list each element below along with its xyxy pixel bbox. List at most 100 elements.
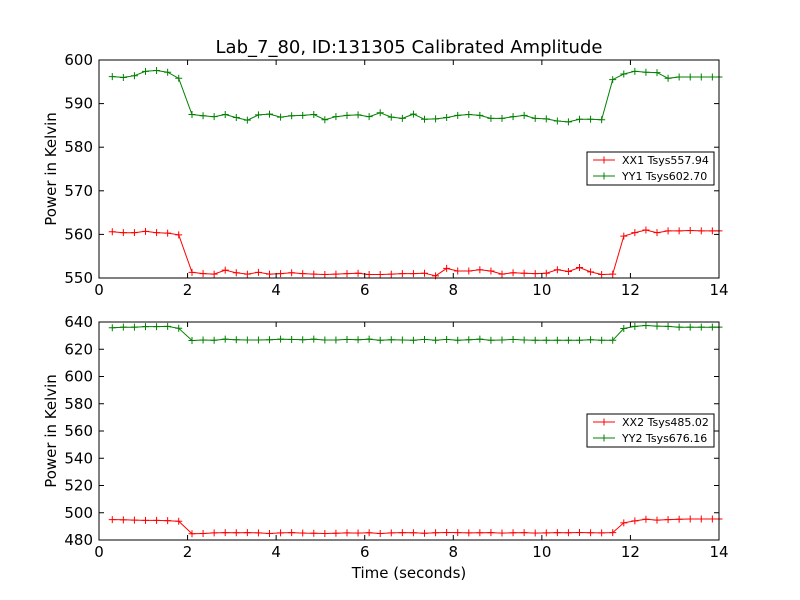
- data-point: [409, 336, 417, 344]
- data-point: [243, 529, 251, 537]
- data-point: [487, 114, 495, 122]
- x-tick-label: 0: [94, 281, 104, 299]
- x-tick-label: 8: [449, 281, 459, 299]
- legend-marker: [600, 172, 608, 180]
- data-point: [343, 270, 351, 278]
- data-point: [576, 336, 583, 344]
- data-point: [188, 268, 196, 276]
- data-point: [387, 529, 395, 537]
- data-point: [642, 226, 650, 234]
- y-tick-label: 580: [64, 395, 93, 413]
- data-point: [653, 69, 661, 77]
- y-tick-label: 480: [64, 531, 93, 549]
- data-point: [119, 323, 127, 331]
- data-point: [686, 73, 694, 81]
- x-tick-label: 6: [360, 281, 370, 299]
- data-point: [686, 515, 694, 523]
- data-point: [587, 336, 595, 344]
- data-point: [221, 335, 229, 343]
- data-point: [153, 516, 161, 524]
- data-point: [221, 111, 229, 118]
- y-tick-label: 620: [64, 340, 93, 358]
- data-point: [210, 336, 218, 344]
- data-point: [142, 227, 149, 235]
- data-point: [210, 270, 218, 278]
- data-point: [199, 529, 207, 537]
- data-point: [708, 515, 716, 523]
- data-point: [243, 336, 251, 344]
- data-point: [277, 529, 285, 537]
- data-point: [609, 336, 617, 344]
- data-point: [620, 519, 628, 527]
- data-point: [299, 270, 307, 278]
- data-point: [354, 336, 362, 344]
- data-point: [454, 267, 462, 275]
- data-point: [454, 336, 462, 344]
- data-point: [487, 267, 495, 275]
- data-point: [697, 515, 705, 523]
- data-point: [130, 323, 138, 331]
- data-point: [454, 111, 462, 119]
- data-point: [221, 529, 229, 537]
- data-point: [119, 73, 127, 81]
- data-point: [243, 116, 251, 124]
- data-point: [432, 529, 440, 537]
- data-point: [175, 231, 183, 239]
- data-point: [108, 73, 116, 81]
- data-point: [487, 529, 495, 537]
- data-point: [266, 529, 273, 537]
- data-point: [175, 74, 183, 82]
- data-point: [130, 229, 138, 237]
- data-point: [108, 228, 116, 236]
- data-point: [332, 529, 340, 537]
- data-point: [266, 110, 273, 118]
- data-point: [199, 336, 207, 344]
- data-point: [142, 323, 149, 331]
- data-point: [210, 529, 218, 537]
- data-point: [697, 227, 705, 235]
- data-point: [564, 267, 572, 275]
- data-point: [243, 270, 251, 278]
- data-point: [653, 516, 661, 524]
- data-point: [288, 269, 296, 277]
- bottom-panel: 0 2 4 6 8 10 12 14 480 500 520 540 560 580 600 620 640 Po…: [42, 313, 729, 561]
- data-point: [531, 336, 539, 344]
- data-point: [142, 516, 149, 524]
- data-point: [421, 335, 428, 343]
- data-point: [520, 111, 528, 119]
- data-point: [564, 529, 572, 537]
- data-point: [142, 67, 149, 75]
- data-point: [288, 529, 296, 537]
- data-point: [232, 269, 240, 277]
- data-point: [587, 268, 595, 276]
- data-point: [321, 116, 329, 124]
- data-point: [520, 336, 528, 344]
- legend-marker: [600, 418, 608, 426]
- data-point: [188, 530, 196, 538]
- data-point: [232, 114, 240, 122]
- x-tick-label: 12: [621, 543, 640, 561]
- data-point: [321, 336, 329, 344]
- data-point: [476, 529, 484, 537]
- data-point: [587, 115, 595, 123]
- data-point: [664, 322, 672, 330]
- data-point: [642, 322, 650, 330]
- series-markers-1: [108, 226, 723, 280]
- x-tick-label: 4: [271, 543, 281, 561]
- x-tick-label: 10: [532, 543, 551, 561]
- data-point: [564, 336, 572, 344]
- data-point: [164, 517, 172, 525]
- data-point: [564, 118, 572, 126]
- data-point: [288, 335, 296, 343]
- axes-frame: [98, 59, 720, 279]
- data-point: [675, 73, 683, 81]
- data-point: [188, 337, 196, 345]
- y-tick-label: 540: [64, 449, 93, 467]
- series-markers-1: [108, 515, 723, 538]
- data-point: [598, 529, 606, 537]
- data-point: [343, 335, 351, 343]
- x-tick-label: 4: [271, 281, 281, 299]
- data-point: [631, 517, 639, 525]
- data-point: [465, 111, 473, 118]
- data-point: [708, 227, 716, 235]
